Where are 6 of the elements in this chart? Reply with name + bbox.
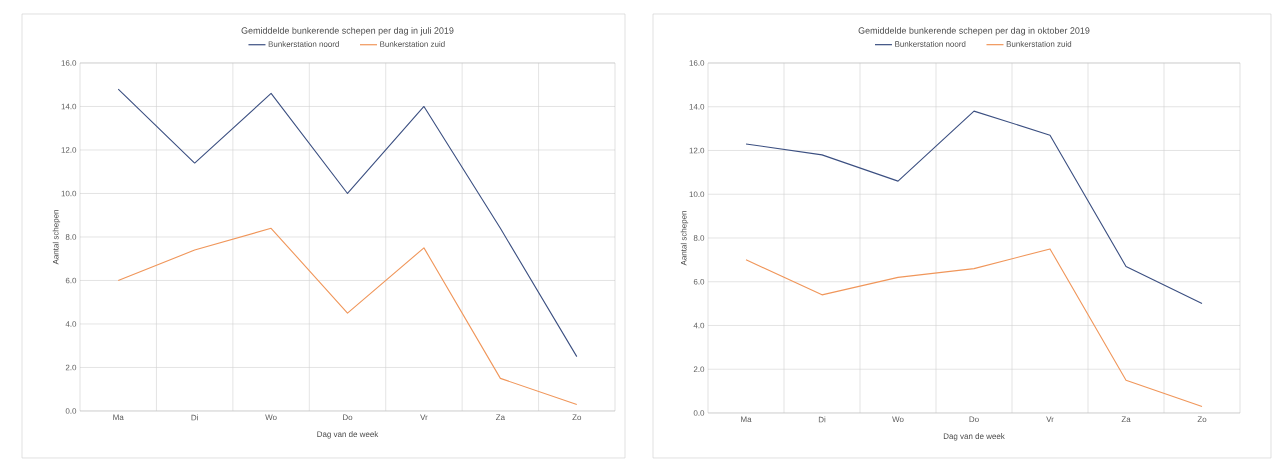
line-series [117,88,578,358]
chart-title: Gemiddelde bunkerende schepen per dag in oktober 2019 [858,27,1090,36]
line-series [745,248,1203,407]
chart-title: Gemiddelde bunkerende schepen per dag in juli 2019 [241,27,454,36]
line-series [745,110,1203,305]
line-series [117,227,578,406]
